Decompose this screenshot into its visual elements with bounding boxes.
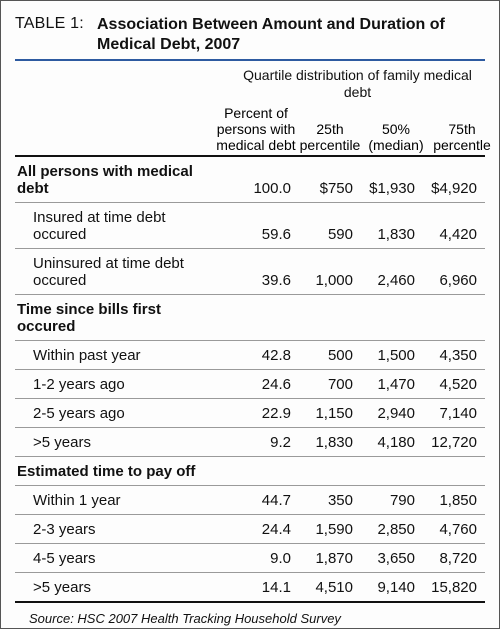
data-table: All persons with medical debt100.0$750$1…: [15, 155, 485, 603]
cell-pct: 44.7: [213, 486, 299, 515]
cell-pct: 100.0: [213, 157, 299, 203]
cell-p50: 3,650: [361, 544, 423, 573]
cell-pct: 59.6: [213, 203, 299, 249]
cell-p75: [423, 295, 485, 341]
table-label: TABLE 1:: [15, 15, 97, 33]
row-label: Insured at time debt occured: [15, 203, 213, 249]
table-row: 2-5 years ago22.91,1502,9407,140: [15, 399, 485, 428]
cell-p25: 4,510: [299, 573, 361, 603]
cell-p50: 9,140: [361, 573, 423, 603]
row-label: 2-5 years ago: [15, 399, 213, 428]
cell-p50: [361, 295, 423, 341]
row-label: >5 years: [15, 573, 213, 603]
cell-p50: $1,930: [361, 157, 423, 203]
cell-pct: 14.1: [213, 573, 299, 603]
table-row: All persons with medical debt100.0$750$1…: [15, 157, 485, 203]
table-row: >5 years9.21,8304,18012,720: [15, 428, 485, 457]
table-row: >5 years14.14,5109,14015,820: [15, 573, 485, 603]
table-row: 1-2 years ago24.67001,4704,520: [15, 370, 485, 399]
table-row: 2-3 years24.41,5902,8504,760: [15, 515, 485, 544]
table-container: TABLE 1: Association Between Amount and …: [0, 0, 500, 629]
cell-p25: $750: [299, 157, 361, 203]
title-rule: [15, 59, 485, 61]
table-row: Within past year42.85001,5004,350: [15, 341, 485, 370]
cell-p25: 1,870: [299, 544, 361, 573]
cell-p50: 2,850: [361, 515, 423, 544]
cell-pct: [213, 457, 299, 486]
cell-pct: 24.4: [213, 515, 299, 544]
cell-pct: 9.2: [213, 428, 299, 457]
source-note: Source: HSC 2007 Health Tracking Househo…: [15, 611, 485, 626]
cell-p50: 1,470: [361, 370, 423, 399]
cell-p75: 15,820: [423, 573, 485, 603]
cell-pct: 22.9: [213, 399, 299, 428]
row-label: Within 1 year: [15, 486, 213, 515]
row-label: 1-2 years ago: [15, 370, 213, 399]
cell-p50: [361, 457, 423, 486]
cell-p25: 500: [299, 341, 361, 370]
cell-p25: 1,150: [299, 399, 361, 428]
cell-p25: [299, 295, 361, 341]
table-row: Insured at time debt occured59.65901,830…: [15, 203, 485, 249]
table-row: Time since bills first occured: [15, 295, 485, 341]
cell-pct: [213, 295, 299, 341]
cell-p75: [423, 457, 485, 486]
cell-pct: 9.0: [213, 544, 299, 573]
row-label: Within past year: [15, 341, 213, 370]
cell-p25: 700: [299, 370, 361, 399]
row-label: >5 years: [15, 428, 213, 457]
cell-p25: 1,830: [299, 428, 361, 457]
cell-pct: 42.8: [213, 341, 299, 370]
col-header-p75: 75th percentle: [431, 121, 493, 153]
cell-p50: 4,180: [361, 428, 423, 457]
table-row: Within 1 year44.73507901,850: [15, 486, 485, 515]
cell-p25: 1,590: [299, 515, 361, 544]
cell-p75: 4,350: [423, 341, 485, 370]
row-label: 2-3 years: [15, 515, 213, 544]
cell-p50: 790: [361, 486, 423, 515]
cell-p75: 4,420: [423, 203, 485, 249]
row-label: All persons with medical debt: [15, 157, 213, 203]
cell-p75: 8,720: [423, 544, 485, 573]
cell-p50: 2,460: [361, 249, 423, 295]
cell-p50: 2,940: [361, 399, 423, 428]
cell-p25: 590: [299, 203, 361, 249]
cell-p25: 350: [299, 486, 361, 515]
cell-pct: 39.6: [213, 249, 299, 295]
column-header-area: Quartile distribution of family medical …: [15, 67, 485, 153]
row-label: Time since bills first occured: [15, 295, 213, 341]
cell-p50: 1,500: [361, 341, 423, 370]
table-row: 4-5 years9.01,8703,6508,720: [15, 544, 485, 573]
cell-p75: 4,520: [423, 370, 485, 399]
table-title: Association Between Amount and Duration …: [97, 15, 485, 55]
cell-p75: 6,960: [423, 249, 485, 295]
cell-p75: $4,920: [423, 157, 485, 203]
cell-p25: [299, 457, 361, 486]
row-label: Uninsured at time debt occured: [15, 249, 213, 295]
cell-p75: 1,850: [423, 486, 485, 515]
row-label: 4-5 years: [15, 544, 213, 573]
cell-p75: 7,140: [423, 399, 485, 428]
col-header-percent: Percent of persons with medical debt: [213, 105, 299, 153]
table-row: Uninsured at time debt occured39.61,0002…: [15, 249, 485, 295]
cell-p75: 12,720: [423, 428, 485, 457]
table-row: Estimated time to pay off: [15, 457, 485, 486]
cell-pct: 24.6: [213, 370, 299, 399]
super-header: Quartile distribution of family medical …: [230, 67, 485, 101]
col-header-p50: 50% (median): [365, 121, 427, 153]
cell-p25: 1,000: [299, 249, 361, 295]
row-label: Estimated time to pay off: [15, 457, 213, 486]
title-row: TABLE 1: Association Between Amount and …: [15, 15, 485, 55]
col-header-p25: 25th percentile: [299, 121, 361, 153]
cell-p50: 1,830: [361, 203, 423, 249]
cell-p75: 4,760: [423, 515, 485, 544]
